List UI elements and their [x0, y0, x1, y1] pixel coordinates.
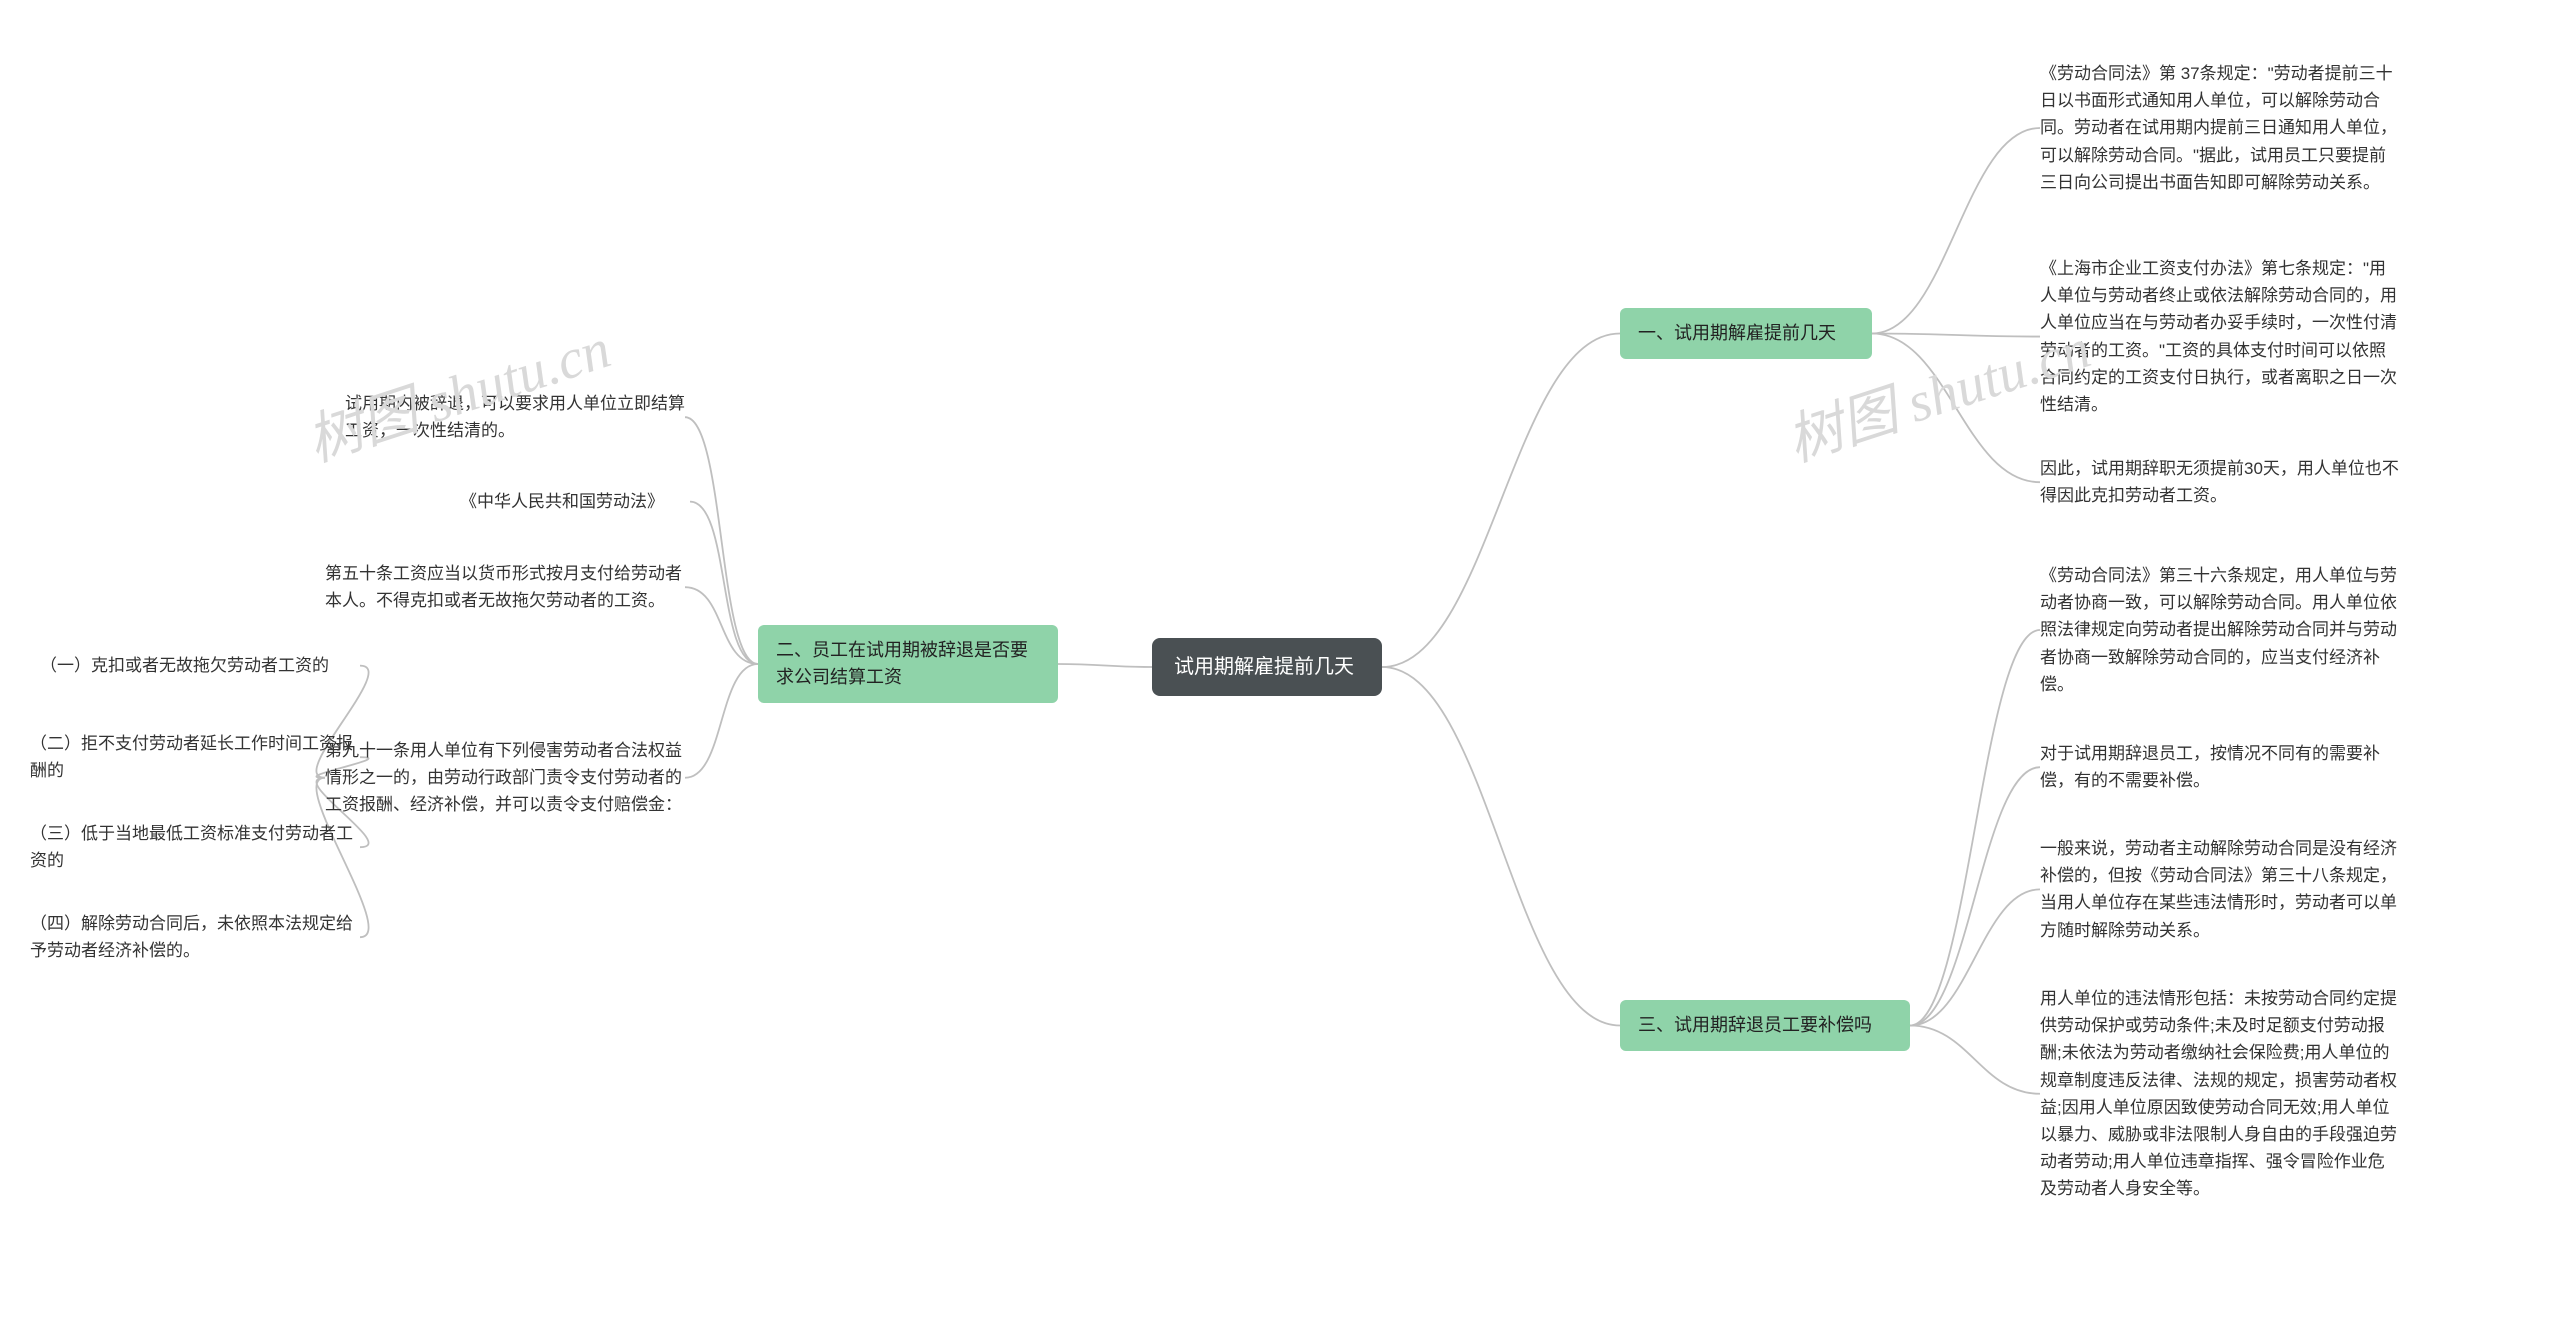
leaf-node: 《劳动合同法》第三十六条规定，用人单位与劳动者协商一致，可以解除劳动合同。用人单…	[2040, 562, 2400, 698]
leaf-node: （二）拒不支付劳动者延长工作时间工资报酬的	[30, 730, 360, 784]
leaf-node: 《中华人民共和国劳动法》	[460, 488, 690, 515]
leaf-node: 因此，试用期辞职无须提前30天，用人单位也不得因此克扣劳动者工资。	[2040, 455, 2400, 509]
leaf-node: 试用期内被辞退，可以要求用人单位立即结算工资，一次性结清的。	[345, 390, 685, 444]
leaf-node: 《上海市企业工资支付办法》第七条规定："用人单位与劳动者终止或依法解除劳动合同的…	[2040, 255, 2400, 418]
leaf-node: （四）解除劳动合同后，未依照本法规定给予劳动者经济补偿的。	[30, 910, 360, 964]
branch-node: 二、员工在试用期被辞退是否要求公司结算工资	[758, 625, 1058, 703]
leaf-node: 对于试用期辞退员工，按情况不同有的需要补偿，有的不需要补偿。	[2040, 740, 2400, 794]
leaf-node: （一）克扣或者无故拖欠劳动者工资的	[40, 652, 360, 679]
leaf-node: 第九十一条用人单位有下列侵害劳动者合法权益情形之一的，由劳动行政部门责令支付劳动…	[325, 737, 685, 819]
leaf-node: 第五十条工资应当以货币形式按月支付给劳动者本人。不得克扣或者无故拖欠劳动者的工资…	[325, 560, 685, 614]
root-node: 试用期解雇提前几天	[1152, 638, 1382, 696]
leaf-node: 用人单位的违法情形包括：未按劳动合同约定提供劳动保护或劳动条件;未及时足额支付劳…	[2040, 985, 2400, 1203]
branch-node: 一、试用期解雇提前几天	[1620, 308, 1872, 359]
leaf-node: 一般来说，劳动者主动解除劳动合同是没有经济补偿的，但按《劳动合同法》第三十八条规…	[2040, 835, 2400, 944]
branch-node: 三、试用期辞退员工要补偿吗	[1620, 1000, 1910, 1051]
leaf-node: 《劳动合同法》第 37条规定："劳动者提前三十日以书面形式通知用人单位，可以解除…	[2040, 60, 2400, 196]
leaf-node: （三）低于当地最低工资标准支付劳动者工资的	[30, 820, 360, 874]
